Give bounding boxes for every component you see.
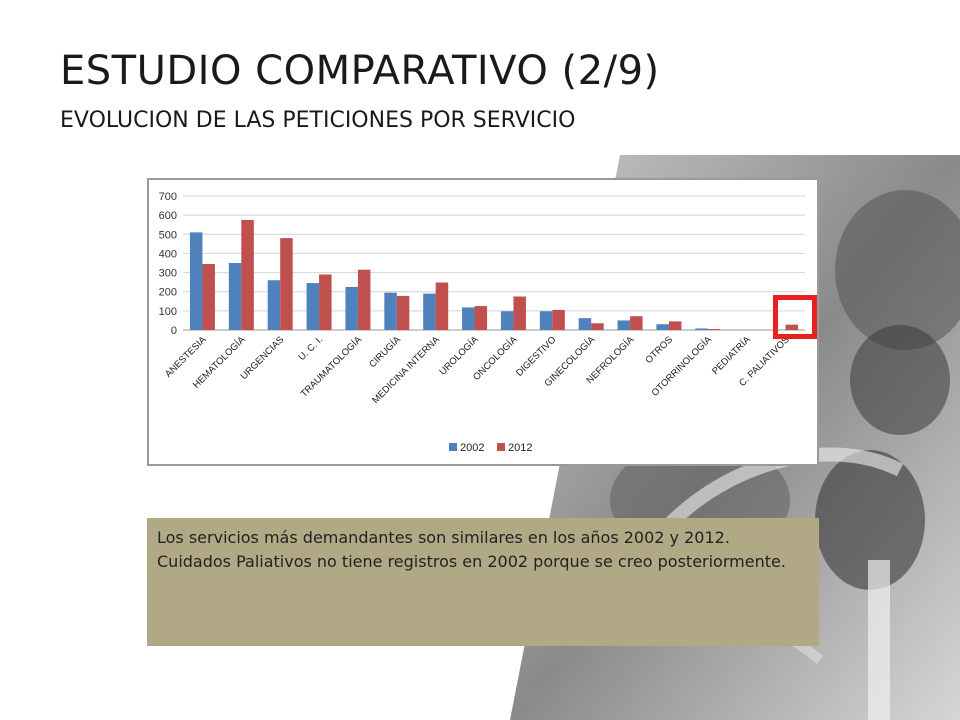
bar-2002 xyxy=(267,280,281,330)
y-tick-label: 200 xyxy=(159,287,177,299)
bar-2002 xyxy=(695,328,708,330)
note-box: Los servicios más demandantes son simila… xyxy=(147,518,819,646)
bar-2012 xyxy=(435,282,449,330)
x-tick-label: OTROS xyxy=(643,334,675,366)
bar-2002 xyxy=(500,311,514,330)
bar-2002 xyxy=(578,318,592,330)
bar-2002 xyxy=(423,293,436,330)
bar-2002 xyxy=(189,232,203,330)
bar-2002 xyxy=(462,307,475,330)
bar-2012 xyxy=(280,238,293,330)
bar-2012 xyxy=(241,219,254,330)
bar-2012 xyxy=(396,295,410,330)
bar-chart: 0 100 200 300 400 500 600 700 ANESTESIA HEMATOLO… xyxy=(147,178,819,466)
x-tick-label: U. C. I. xyxy=(297,334,326,363)
y-tick-label: 700 xyxy=(159,191,177,203)
y-tick-label: 500 xyxy=(159,229,177,241)
bar-2002 xyxy=(617,320,631,330)
bar-2012 xyxy=(357,269,371,330)
bar-2002 xyxy=(228,263,242,330)
y-tick-label: 100 xyxy=(159,306,177,318)
bars xyxy=(189,219,799,330)
bar-2002 xyxy=(384,292,397,330)
y-tick-label: 400 xyxy=(159,248,177,260)
page-subtitle: EVOLUCION DE LAS PETICIONES POR SERVICIO xyxy=(60,108,576,133)
note-line-2: Cuidados Paliativos no tiene registros e… xyxy=(157,552,786,571)
bar-2002 xyxy=(656,324,669,330)
bar-2012 xyxy=(319,274,332,330)
highlight-box xyxy=(773,295,817,339)
legend-label-2012: 2012 xyxy=(508,442,532,454)
chart-canvas: 0 100 200 300 400 500 600 700 ANESTESIAHEMATOLO… xyxy=(159,191,805,454)
legend-label-2002: 2002 xyxy=(460,442,484,454)
bar-2012 xyxy=(202,263,215,330)
bar-2012 xyxy=(474,306,488,330)
page-title: ESTUDIO COMPARATIVO (2/9) xyxy=(60,48,660,94)
bar-2012 xyxy=(707,329,721,330)
y-axis-ticks: 0 100 200 300 400 500 600 700 xyxy=(159,191,177,337)
bar-2012 xyxy=(668,321,682,330)
x-tick-label: MEDICINA INTERNA xyxy=(370,334,442,406)
legend-swatch-2002 xyxy=(449,443,457,451)
legend: 2002 2012 xyxy=(449,442,532,454)
bar-2002 xyxy=(539,311,553,330)
bar-2012 xyxy=(630,316,643,330)
y-tick-label: 600 xyxy=(159,210,177,222)
bar-2012 xyxy=(552,309,565,330)
note-line-1: Los servicios más demandantes son simila… xyxy=(157,528,730,547)
bar-2012 xyxy=(513,296,526,330)
x-tick-label: CIRUGÍA xyxy=(367,334,403,370)
bar-2002 xyxy=(345,286,358,330)
y-tick-label: 0 xyxy=(171,325,177,337)
bar-2002 xyxy=(306,283,320,330)
y-tick-label: 300 xyxy=(159,268,177,280)
bar-2012 xyxy=(591,323,604,330)
legend-swatch-2012 xyxy=(497,443,505,451)
bar-2012 xyxy=(785,324,799,330)
